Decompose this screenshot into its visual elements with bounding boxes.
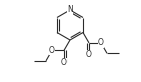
- Text: O: O: [86, 50, 92, 59]
- Text: O: O: [49, 46, 55, 55]
- Text: O: O: [98, 38, 104, 47]
- Text: N: N: [67, 5, 73, 15]
- Text: O: O: [61, 58, 67, 67]
